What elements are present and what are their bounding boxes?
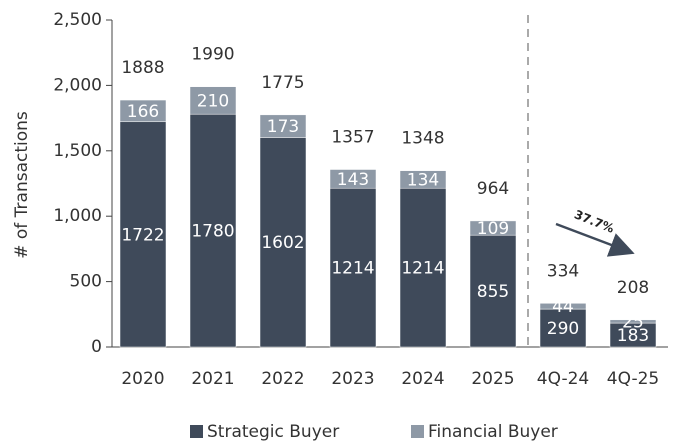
total-label: 208 [617,278,649,298]
bar-segment [399,170,447,189]
bar-segment [469,220,517,236]
total-label: 1888 [121,58,164,78]
y-tick-label: 2,000 [53,75,102,95]
total-label: 1990 [191,45,234,65]
x-tick-label: 2022 [261,369,304,389]
bar-segment [259,137,307,348]
bar-segment [259,114,307,138]
segment-label: 1214 [401,259,444,279]
legend-label: Financial Buyer [428,422,558,442]
bar-segment [609,319,657,324]
trend-arrow [555,222,635,257]
segment-label: 1722 [121,225,164,245]
y-tick-label: 1,500 [53,141,102,161]
segment-label: 290 [547,319,579,339]
bar-segment [469,234,517,348]
segment-label: 44 [552,297,574,317]
x-tick-label: 4Q-25 [607,369,659,389]
x-tick-label: 2024 [401,369,444,389]
segment-label: 166 [127,102,159,122]
x-tick-label: 2021 [191,369,234,389]
segment-label: 210 [197,91,229,111]
y-tick-label: 0 [91,337,102,357]
legend-label: Strategic Buyer [207,422,339,442]
x-tick-label: 2020 [121,369,164,389]
total-label: 1357 [331,128,374,148]
bar-segment [399,187,447,348]
segment-label: 1602 [261,233,304,253]
legend-swatch [190,425,203,438]
bar-segment [539,303,587,310]
total-label: 1775 [261,73,304,93]
y-tick-label: 500 [70,272,102,292]
x-tick-label: 2023 [331,369,374,389]
segment-label: 134 [407,170,439,190]
bar-segment [189,86,237,115]
total-label: 334 [547,261,579,281]
segment-label: 25 [622,312,644,332]
legend-swatch [411,425,424,438]
segment-label: 855 [477,282,509,302]
segment-label: 1214 [331,259,374,279]
total-label: 964 [477,179,509,199]
segment-label: 1780 [191,222,234,242]
segment-label: 109 [477,219,509,239]
bar-segment [119,99,167,123]
total-label: 1348 [401,129,444,149]
bar-segment [119,121,167,348]
x-tick-label: 4Q-24 [537,369,589,389]
x-tick-label: 2025 [471,369,514,389]
segment-label: 143 [337,170,369,190]
y-tick-label: 1,000 [53,206,102,226]
bar-segment [189,113,237,348]
y-tick-label: 2,500 [53,10,102,30]
y-axis-label: # of Transactions [12,111,32,259]
bar-segment [329,187,377,348]
segment-label: 173 [267,117,299,137]
bar-segment [539,308,587,348]
bar-segment [329,169,377,189]
segment-label: 183 [617,326,649,346]
